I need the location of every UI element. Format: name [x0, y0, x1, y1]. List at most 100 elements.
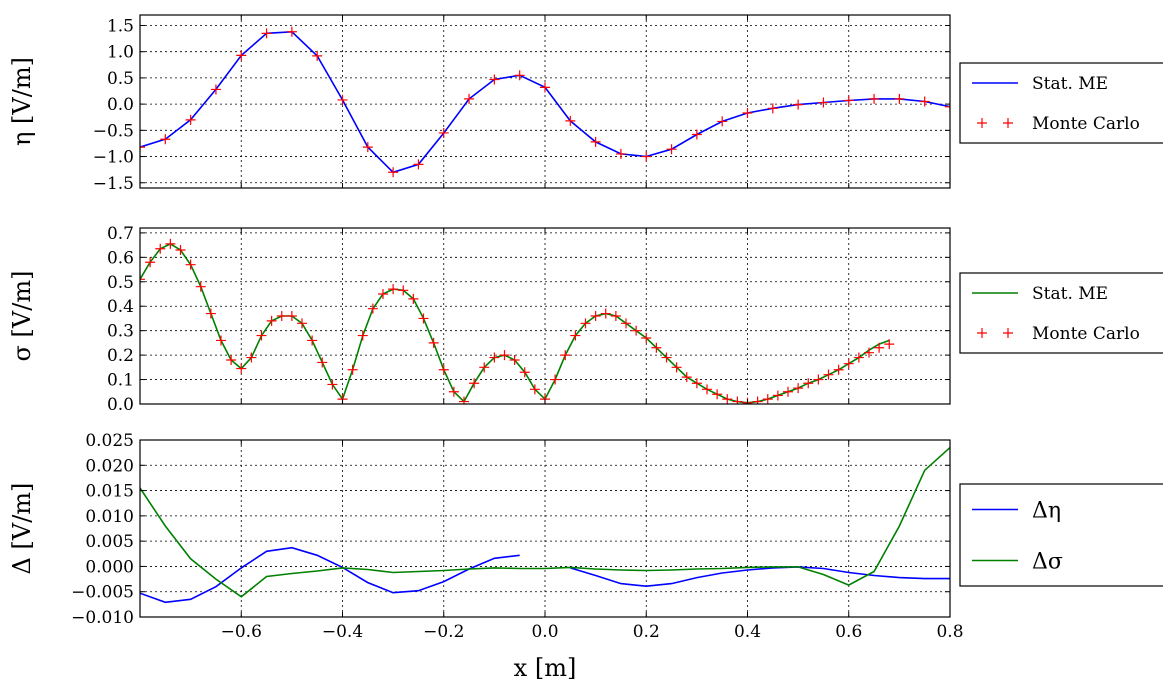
- series-line-1: [140, 242, 890, 404]
- data-point-marker: [767, 103, 778, 114]
- data-point-marker: [246, 352, 257, 363]
- plot-data: [140, 26, 950, 178]
- y-tick-label: 0.1: [107, 371, 134, 391]
- data-point-marker: [560, 350, 571, 361]
- data-point-marker: [691, 378, 702, 389]
- data-point-marker: [702, 384, 712, 395]
- data-point-marker: [261, 28, 272, 39]
- legend-swatch-marker: [1003, 118, 1013, 128]
- data-point-marker: [276, 311, 287, 321]
- x-tick-label: 0.6: [835, 622, 862, 642]
- data-point-marker: [529, 384, 540, 395]
- y-tick-label: 1.5: [107, 16, 134, 36]
- series-line-1: [140, 546, 950, 604]
- data-point-marker: [580, 318, 591, 329]
- data-point-marker: [140, 142, 145, 153]
- data-point-marker: [195, 281, 206, 292]
- data-point-marker: [165, 238, 176, 249]
- legend: Stat. ME Monte Carlo: [959, 272, 1163, 354]
- data-point-marker: [428, 337, 439, 348]
- data-point-marker: [256, 330, 267, 341]
- data-point-marker: [347, 364, 358, 375]
- y-tick-label: 0.0: [107, 395, 134, 415]
- data-point-marker: [681, 372, 692, 383]
- data-point-marker: [590, 136, 601, 147]
- legend-swatch-marker: [977, 328, 987, 338]
- data-point-marker: [803, 378, 814, 389]
- y-tick-label: −0.5: [93, 121, 134, 141]
- y-tick-label: 0.3: [107, 322, 134, 342]
- data-point-marker: [666, 144, 677, 155]
- plot-data: [140, 447, 950, 604]
- data-point-marker: [843, 358, 854, 369]
- data-point-marker: [145, 257, 156, 268]
- chart-panel-3: −0.010 −0.005 0.000 0.005 0.010 0.015 0.020 0.0…: [8, 431, 1163, 682]
- data-point-marker: [945, 101, 950, 112]
- legend-label: Δσ: [1032, 550, 1063, 575]
- chart-panel-1: −1.5 −1.0 −0.5 0.0 0.5 1.0 1.5 η [V/m] Stat. ME M…: [8, 14, 1163, 194]
- data-point-marker: [226, 355, 237, 365]
- y-tick-label: 0.015: [85, 482, 134, 502]
- data-point-marker: [722, 394, 733, 404]
- y-tick-label: 0.4: [107, 297, 134, 317]
- y-tick-label: 0.000: [85, 557, 134, 577]
- data-point-marker: [621, 318, 631, 329]
- data-point-marker: [357, 330, 368, 341]
- data-point-marker: [712, 389, 723, 400]
- data-point-marker: [894, 93, 905, 104]
- data-point-marker: [550, 374, 561, 385]
- legend-label: Monte Carlo: [1032, 114, 1140, 134]
- y-tick-label: 0.6: [107, 248, 134, 268]
- data-point-marker: [600, 308, 611, 319]
- y-tick-label: 0.020: [85, 456, 134, 476]
- data-point-marker: [864, 347, 874, 358]
- data-point-marker: [205, 308, 216, 319]
- y-tick-label: 0.010: [85, 507, 134, 527]
- data-point-marker: [418, 313, 429, 324]
- data-point-marker: [641, 151, 652, 162]
- y-tick-label: −1.5: [93, 174, 134, 194]
- data-point-marker: [590, 311, 601, 321]
- y-tick-label: −1.0: [93, 148, 134, 168]
- data-point-marker: [160, 134, 171, 145]
- legend-box: [959, 483, 1163, 587]
- data-point-marker: [286, 311, 297, 321]
- data-point-marker: [448, 386, 459, 397]
- data-point-marker: [514, 70, 525, 81]
- y-tick-label: 0.005: [85, 532, 134, 552]
- data-point-marker: [884, 339, 895, 350]
- data-point-marker: [661, 352, 672, 363]
- data-point-marker: [813, 374, 824, 385]
- data-point-marker: [438, 364, 449, 375]
- data-point-marker: [317, 357, 328, 368]
- y-tick-label: 1.0: [107, 43, 134, 63]
- data-point-marker: [155, 243, 166, 254]
- data-point-marker: [297, 318, 307, 329]
- data-point-marker: [717, 116, 728, 127]
- data-point-marker: [388, 284, 399, 295]
- x-tick-label: −0.4: [322, 622, 363, 642]
- data-point-marker: [236, 363, 247, 374]
- data-point-marker: [499, 350, 510, 361]
- data-point-marker: [919, 96, 930, 107]
- legend-swatch-marker: [977, 118, 987, 128]
- y-tick-label: 0.7: [107, 224, 134, 244]
- data-point-marker: [762, 394, 773, 404]
- data-point-marker: [266, 315, 277, 326]
- data-point-marker: [286, 26, 297, 37]
- data-point-marker: [469, 378, 480, 389]
- data-point-marker: [327, 379, 338, 390]
- data-point-marker: [631, 325, 642, 336]
- data-point-marker: [185, 114, 196, 125]
- data-point-marker: [438, 127, 449, 138]
- data-point-marker: [671, 362, 682, 373]
- y-axis-title: σ [V/m]: [8, 271, 36, 362]
- data-point-marker: [519, 367, 530, 378]
- data-point-marker: [210, 84, 221, 95]
- data-point-marker: [772, 390, 783, 401]
- data-point-marker: [140, 274, 145, 285]
- legend-swatch-marker: [1003, 328, 1013, 338]
- data-point-marker: [413, 159, 424, 170]
- x-axis-title: x [m]: [514, 654, 577, 682]
